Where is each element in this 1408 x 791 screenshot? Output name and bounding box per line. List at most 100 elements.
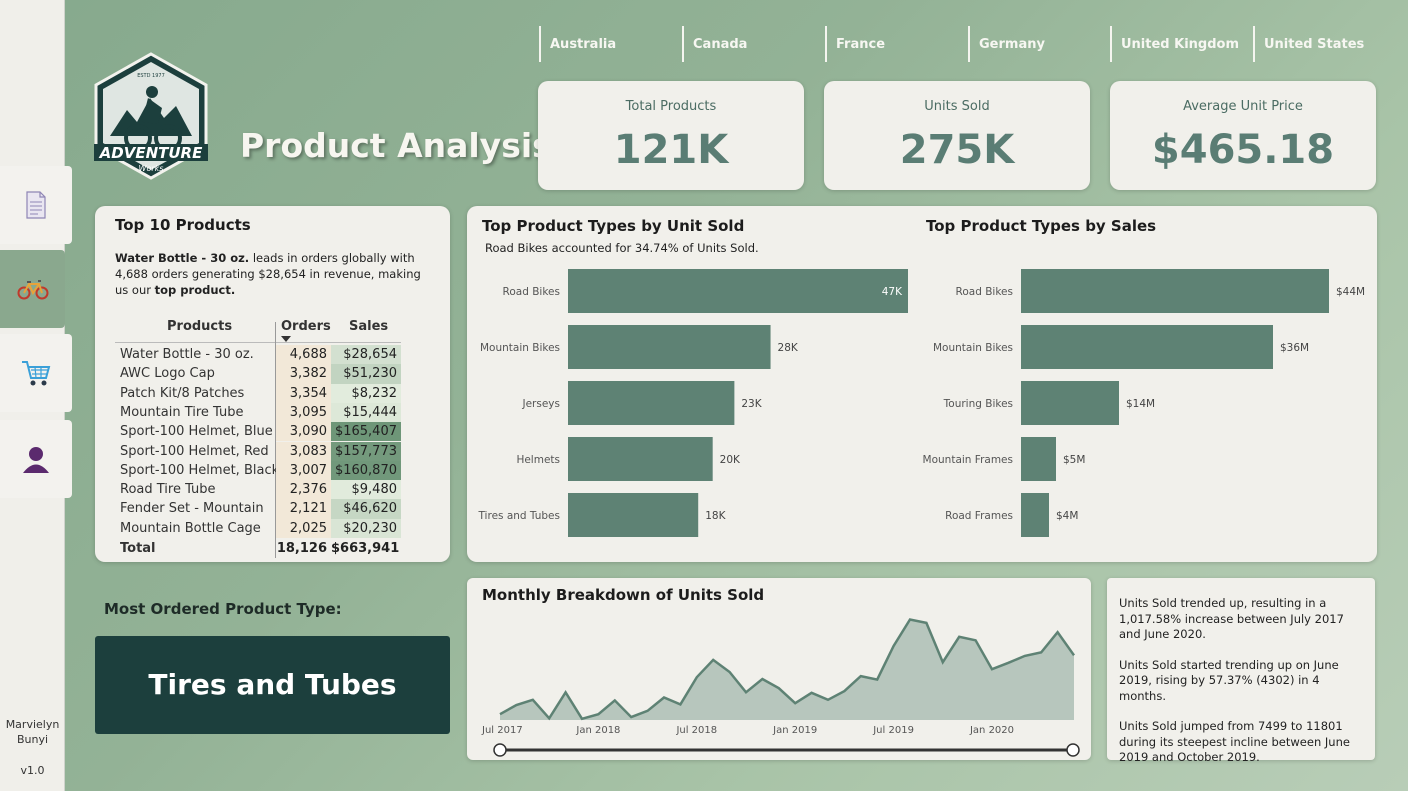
monthly-units-area-chart: Jul 2017 Jan 2018 Jul 2018 Jan 2019 Jul 2019… bbox=[481, 618, 1080, 757]
country-tab-united-kingdom[interactable]: United Kingdom bbox=[1110, 26, 1245, 62]
area-line[interactable] bbox=[499, 618, 1076, 721]
product-name-cell: Sport-100 Helmet, Red bbox=[120, 443, 269, 459]
column-header-sales[interactable]: Sales bbox=[349, 319, 389, 334]
nav-customer-page[interactable] bbox=[0, 420, 72, 498]
bar[interactable] bbox=[568, 493, 699, 537]
insight-paragraph: Units Sold trended up, resulting in a 1,… bbox=[1119, 596, 1344, 641]
table-row[interactable]: Road Tire Tube 2,376 $9,480 bbox=[115, 480, 401, 500]
svg-text:ESTD 1977: ESTD 1977 bbox=[137, 73, 165, 79]
bar[interactable] bbox=[1021, 325, 1273, 369]
data-label: $4M bbox=[1056, 510, 1078, 522]
sales-cell: $20,230 bbox=[331, 518, 401, 538]
bar[interactable] bbox=[1021, 437, 1056, 481]
table-row[interactable]: Mountain Tire Tube 3,095 $15,444 bbox=[115, 402, 401, 423]
insight-paragraph: Units Sold started trending up on June 2… bbox=[1119, 657, 1339, 703]
bar[interactable] bbox=[568, 437, 713, 481]
column-header-products[interactable]: Products bbox=[167, 319, 233, 334]
slider-end-handle[interactable] bbox=[1066, 743, 1080, 757]
category-label: Mountain Frames bbox=[923, 454, 1013, 466]
table-row[interactable]: Fender Set - Mountain 2,121 $46,620 bbox=[115, 499, 401, 519]
most-ordered-value: Tires and Tubes bbox=[95, 636, 450, 734]
category-label: Road Bikes bbox=[503, 286, 560, 298]
table-row[interactable]: Water Bottle - 30 oz. 4,688 $28,654 bbox=[115, 345, 401, 365]
country-tab-france[interactable]: France bbox=[825, 26, 960, 62]
product-name-cell: Water Bottle - 30 oz. bbox=[120, 347, 254, 362]
svg-text:ADVENTURE: ADVENTURE bbox=[99, 144, 203, 162]
bar[interactable] bbox=[568, 325, 771, 369]
sales-cell: $28,654 bbox=[331, 345, 401, 365]
bar[interactable] bbox=[1021, 381, 1119, 425]
orders-cell: 2,121 bbox=[276, 499, 331, 519]
shopping-cart-icon bbox=[22, 361, 51, 386]
top10-products-card: Top 10 Products Water Bottle - 30 oz. le… bbox=[95, 206, 450, 562]
data-label: 18K bbox=[705, 510, 726, 522]
country-tab-germany[interactable]: Germany bbox=[968, 26, 1103, 62]
data-label: $44M bbox=[1336, 286, 1365, 298]
orders-cell: 3,354 bbox=[276, 383, 331, 403]
sales-cell: $165,407 bbox=[331, 422, 401, 442]
page-title: Product Analysis bbox=[240, 126, 552, 165]
table-row[interactable]: Mountain Bottle Cage 2,025 $20,230 bbox=[115, 518, 401, 538]
kpi-card-average-unit-price: Average Unit Price $465.18 bbox=[1110, 81, 1376, 190]
column-divider bbox=[275, 322, 276, 558]
monthly-chart-title: Monthly Breakdown of Units Sold bbox=[482, 586, 765, 604]
document-icon bbox=[26, 191, 46, 219]
adventure-works-logo: ESTD 1977 ADVENTURE Works bbox=[94, 52, 208, 180]
product-name-cell: Sport-100 Helmet, Black bbox=[120, 462, 280, 478]
kpi-card-units-sold: Units Sold 275K bbox=[824, 81, 1090, 190]
orders-cell: 2,025 bbox=[276, 518, 331, 538]
units-chart-title: Top Product Types by Unit Sold bbox=[482, 217, 745, 235]
x-tick-label: Jul 2018 bbox=[675, 725, 717, 736]
data-label: 47K bbox=[882, 286, 903, 298]
card-title: Top 10 Products bbox=[115, 216, 251, 234]
data-label: $14M bbox=[1126, 398, 1155, 410]
person-icon bbox=[23, 447, 49, 473]
country-tab-canada[interactable]: Canada bbox=[682, 26, 817, 62]
table-row[interactable]: Sport-100 Helmet, Black 3,007 $160,870 bbox=[115, 460, 401, 481]
country-tab-australia[interactable]: Australia bbox=[539, 26, 674, 62]
data-label: 20K bbox=[720, 454, 741, 466]
kpi-label: Average Unit Price bbox=[1183, 99, 1303, 114]
bar[interactable] bbox=[1021, 493, 1049, 537]
product-name-cell: Sport-100 Helmet, Blue bbox=[120, 424, 273, 440]
orders-cell: 3,382 bbox=[276, 364, 331, 384]
slider-start-handle[interactable] bbox=[493, 743, 507, 757]
orders-cell: 3,090 bbox=[276, 422, 331, 442]
table-row[interactable]: Sport-100 Helmet, Red 3,083 $157,773 bbox=[115, 441, 401, 461]
insights-text: Units Sold trended up, resulting in a 1,… bbox=[1119, 596, 1369, 781]
x-tick-label: Jul 2019 bbox=[872, 725, 914, 736]
sales-cell: $157,773 bbox=[331, 441, 401, 461]
category-label: Mountain Bikes bbox=[480, 342, 560, 354]
orders-cell: 3,007 bbox=[276, 460, 331, 481]
kpi-value: $465.18 bbox=[1151, 127, 1335, 173]
category-label: Jerseys bbox=[522, 398, 561, 410]
table-row[interactable]: AWC Logo Cap 3,382 $51,230 bbox=[115, 364, 401, 384]
bar[interactable] bbox=[568, 269, 908, 313]
version-label: v1.0 bbox=[20, 764, 45, 777]
x-tick-label: Jan 2020 bbox=[969, 725, 1014, 736]
nav-orders-page[interactable] bbox=[0, 334, 72, 412]
bicycle-icon bbox=[17, 280, 48, 300]
category-label: Mountain Bikes bbox=[933, 342, 1013, 354]
product-name-cell: Mountain Tire Tube bbox=[120, 404, 244, 420]
kpi-label: Total Products bbox=[625, 99, 717, 114]
top10-description: Water Bottle - 30 oz. leads in orders gl… bbox=[115, 251, 421, 297]
table-row[interactable]: Sport-100 Helmet, Blue 3,090 $165,407 bbox=[115, 422, 401, 442]
bar[interactable] bbox=[568, 381, 735, 425]
nav-document-page[interactable] bbox=[0, 166, 72, 244]
product-name-cell: Patch Kit/8 Patches bbox=[120, 385, 245, 401]
column-header-orders[interactable]: Orders bbox=[281, 319, 331, 334]
country-tab-united-states[interactable]: United States bbox=[1253, 26, 1388, 62]
orders-cell: 3,095 bbox=[276, 402, 331, 423]
insights-card bbox=[1107, 578, 1375, 760]
bar[interactable] bbox=[1021, 269, 1329, 313]
kpi-value: 121K bbox=[613, 127, 729, 173]
sales-cell: $160,870 bbox=[331, 460, 401, 481]
data-label: $36M bbox=[1280, 342, 1309, 354]
kpi-label: Units Sold bbox=[924, 99, 990, 114]
category-label: Helmets bbox=[516, 454, 560, 466]
table-row[interactable]: Patch Kit/8 Patches 3,354 $8,232 bbox=[115, 383, 401, 403]
data-label: $5M bbox=[1063, 454, 1085, 466]
orders-cell: 4,688 bbox=[276, 345, 331, 365]
nav-product-page[interactable] bbox=[0, 250, 65, 328]
